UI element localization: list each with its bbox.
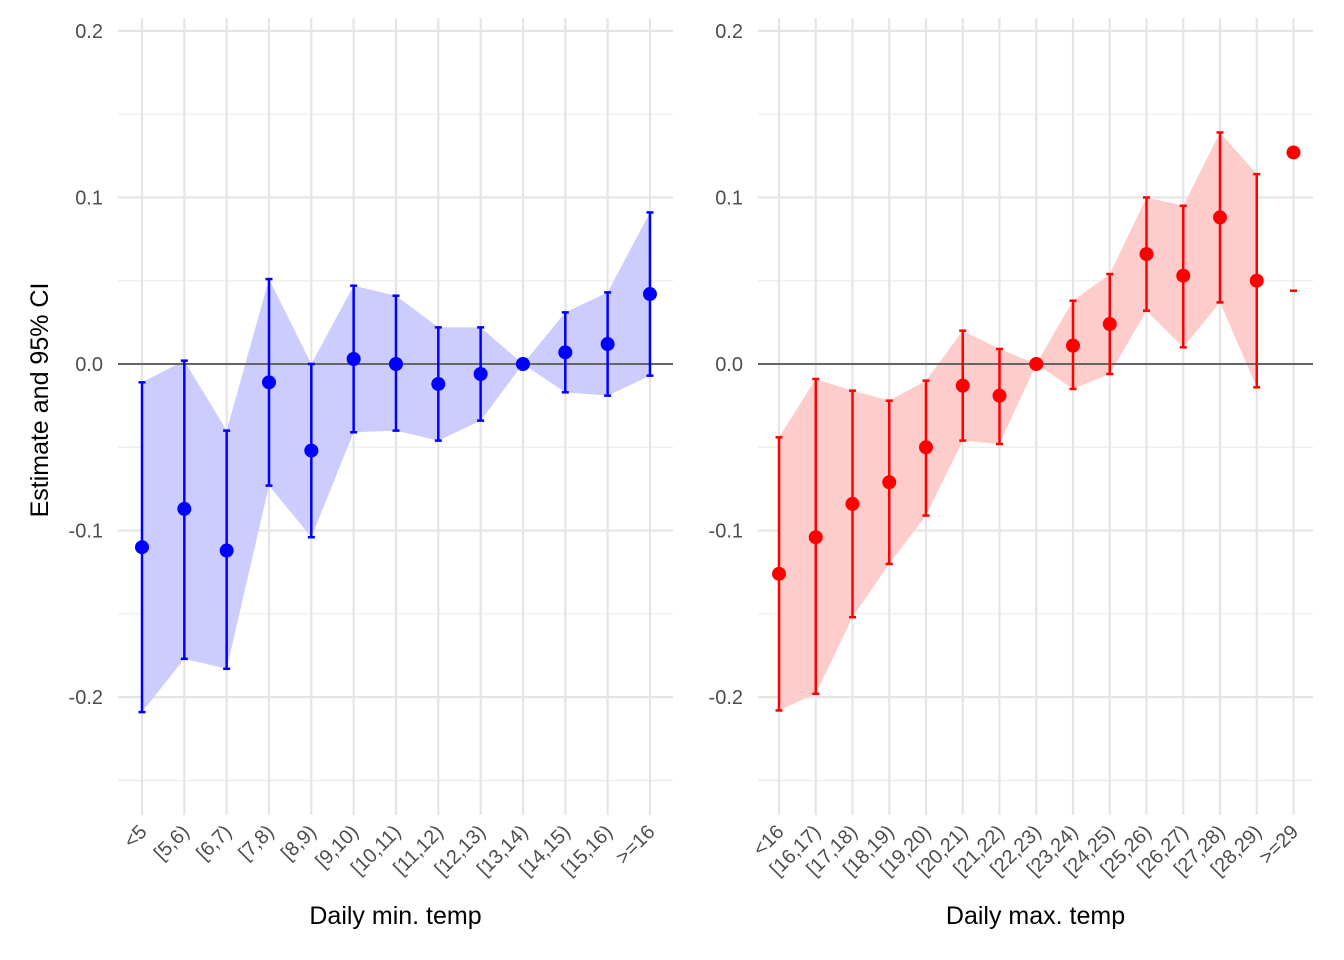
x-axis-title: Daily max. temp <box>946 902 1125 930</box>
estimate-point <box>388 357 403 371</box>
estimate-point <box>261 375 276 390</box>
estimate-point <box>431 376 446 391</box>
y-tick-label: -0.2 <box>709 687 743 709</box>
y-tick-label: -0.1 <box>69 521 103 543</box>
estimate-point <box>955 378 970 393</box>
ci-ribbon <box>779 132 1257 711</box>
x-axis-title: Daily min. temp <box>309 902 481 930</box>
estimate-point <box>219 543 234 558</box>
estimate-point <box>1176 268 1191 283</box>
x-tick-label: [6,7) <box>192 821 236 865</box>
y-tick-label: -0.1 <box>709 521 743 543</box>
estimate-point <box>882 475 897 490</box>
estimate-point <box>515 357 530 371</box>
y-tick-label: -0.2 <box>69 687 103 709</box>
estimate-point <box>845 496 860 511</box>
estimate-point <box>135 540 149 555</box>
estimate-point <box>1102 317 1117 332</box>
estimate-point <box>600 337 615 352</box>
estimate-point <box>177 501 192 516</box>
right-panel: 0.20.10.0-0.1-0.2<16[16,17)[17,18)[18,19… <box>709 18 1313 930</box>
estimate-point <box>1066 338 1080 353</box>
y-tick-label: 0.1 <box>715 187 743 209</box>
y-tick-label: 0.0 <box>75 354 103 376</box>
estimate-point <box>346 352 361 367</box>
estimate-point <box>808 530 823 545</box>
estimate-point <box>992 388 1007 403</box>
estimate-point <box>1213 210 1227 225</box>
estimate-point <box>1139 247 1154 262</box>
estimate-point <box>1029 357 1044 371</box>
estimate-point <box>558 345 573 360</box>
estimate-point <box>919 440 933 455</box>
x-tick-label: [5,6) <box>150 821 194 865</box>
x-tick-label: [7,8) <box>235 821 279 865</box>
estimate-point <box>772 566 786 581</box>
y-tick-label: 0.0 <box>715 354 743 376</box>
estimate-point <box>304 443 319 458</box>
left-panel: 0.20.10.0-0.1-0.2<5[5,6)[6,7)[7,8)[8,9)[… <box>26 18 673 930</box>
y-tick-label: 0.2 <box>75 21 103 43</box>
x-tick-label: >=16 <box>612 821 660 869</box>
estimate-point <box>642 287 657 302</box>
estimate-point <box>1286 145 1301 160</box>
x-tick-label: >=29 <box>1255 821 1303 869</box>
estimate-point <box>1249 273 1264 288</box>
y-axis-title: Estimate and 95% CI <box>26 283 54 518</box>
x-tick-label: <5 <box>120 821 152 853</box>
y-tick-label: 0.1 <box>75 187 103 209</box>
y-tick-label: 0.2 <box>715 21 743 43</box>
estimate-point <box>473 366 488 381</box>
